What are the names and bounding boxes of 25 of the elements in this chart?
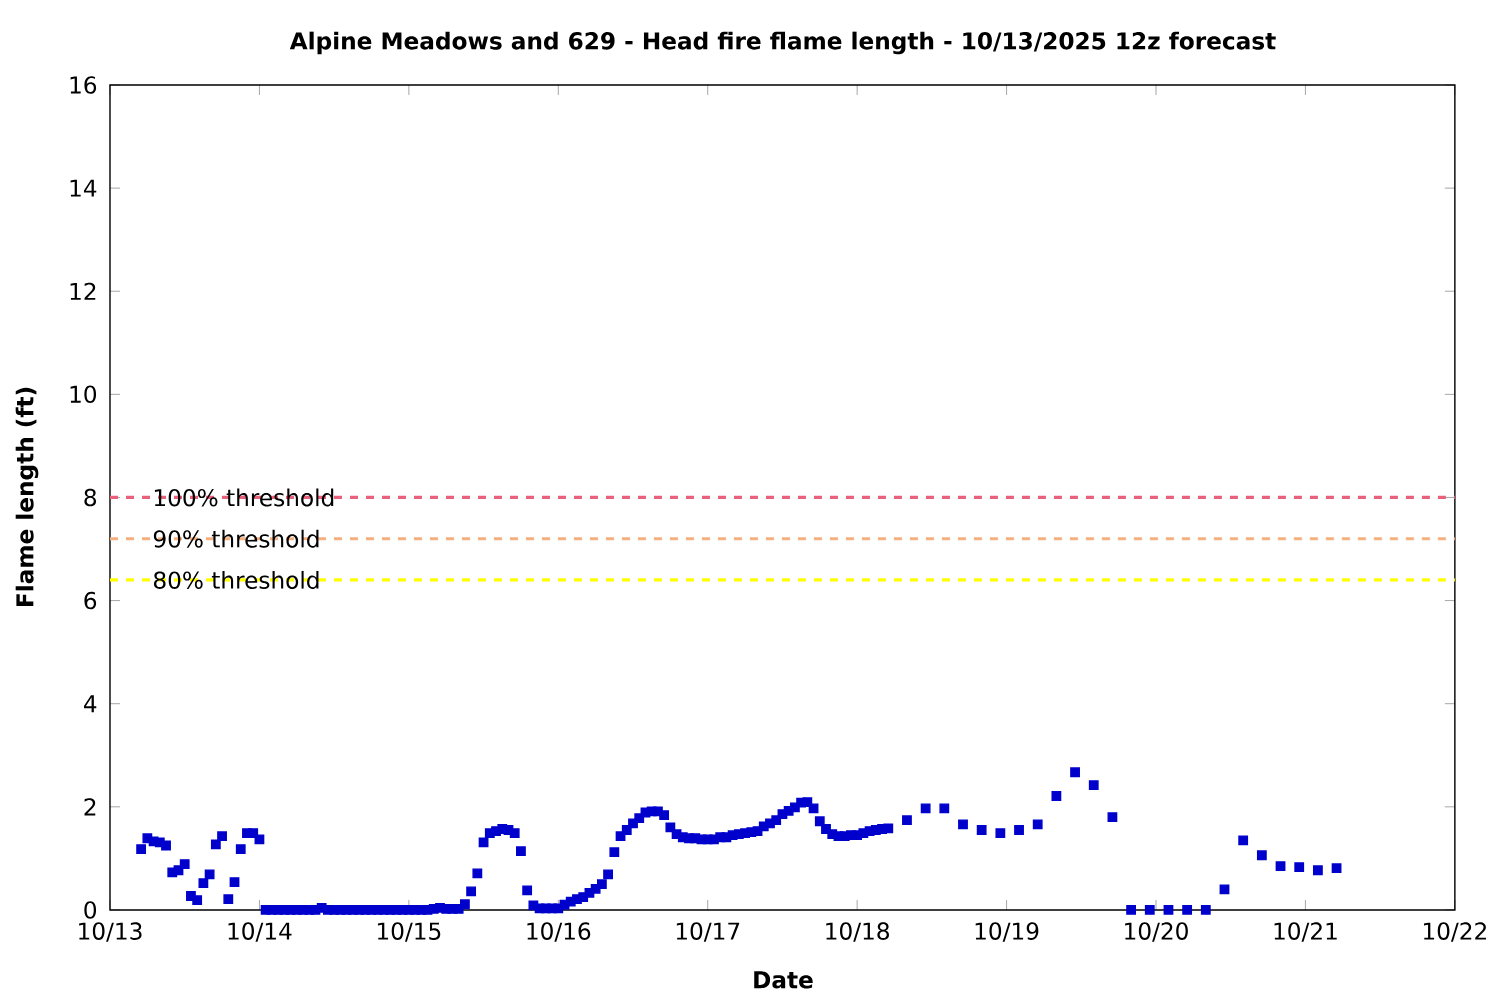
- x-tick-label: 10/19: [975, 922, 1039, 942]
- x-axis-title: Date: [754, 971, 813, 989]
- y-tick-label: 0: [84, 901, 97, 919]
- chart-title: Alpine Meadows and 629 - Head fire flame length - 10/13/2025 12z forecast: [289, 31, 1276, 55]
- x-tick-label: 10/22: [1423, 922, 1486, 942]
- x-tick-label: 10/21: [1274, 922, 1337, 942]
- x-tick-label: 10/15: [377, 922, 441, 942]
- ref-line-label: 80% threshold: [153, 570, 319, 589]
- x-tick-label: 10/16: [527, 922, 591, 942]
- y-tick-label: 6: [84, 591, 97, 610]
- x-tick-label: 10/14: [228, 922, 292, 942]
- y-tick-label: 2: [84, 798, 96, 816]
- y-tick-label: 4: [83, 695, 97, 713]
- ref-line-label: 90% threshold: [153, 529, 319, 548]
- x-tick-label: 10/13: [79, 922, 142, 942]
- y-tick-label: 14: [70, 179, 97, 197]
- y-tick-label: 16: [70, 76, 97, 94]
- y-tick-label: 12: [70, 282, 96, 300]
- x-tick-label: 10/20: [1125, 922, 1188, 942]
- y-tick-label: 10: [70, 385, 97, 403]
- ref-line-label: 100% threshold: [154, 488, 334, 507]
- y-tick-label: 8: [84, 488, 96, 507]
- y-axis-title: Flame length (ft): [15, 387, 39, 606]
- x-tick-label: 10/17: [676, 922, 740, 942]
- x-tick-label: 10/18: [826, 922, 889, 942]
